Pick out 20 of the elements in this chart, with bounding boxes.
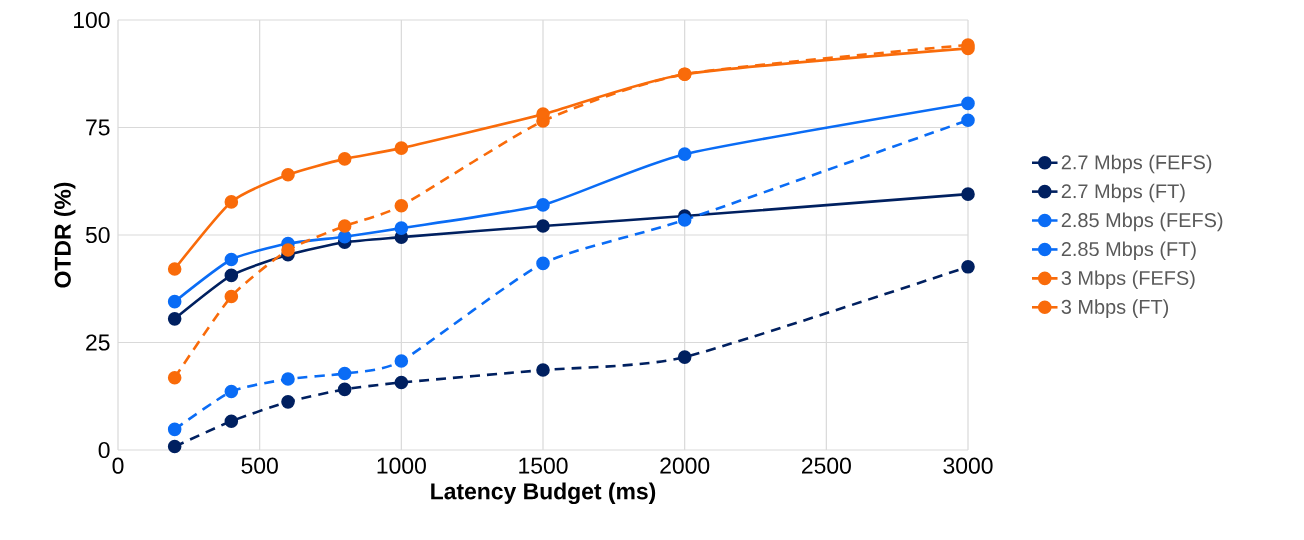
x-tick-label: 500 xyxy=(241,457,278,474)
y-tick-label: 100 xyxy=(74,11,110,29)
legend-label: 2.85 Mbps (FT) xyxy=(1061,241,1196,261)
x-tick-label: 2000 xyxy=(660,457,710,474)
legend-label: 2.85 Mbps (FEFS) xyxy=(1061,212,1223,232)
x-tick-label: 1000 xyxy=(377,457,426,474)
legend-label: 2.7 Mbps (FEFS) xyxy=(1061,154,1212,174)
y-tick-label: 0 xyxy=(98,441,110,459)
x-tick-label: 2500 xyxy=(802,457,851,474)
legend-label: 3 Mbps (FEFS) xyxy=(1061,270,1195,289)
legend-label: 3 Mbps (FT) xyxy=(1061,299,1169,318)
x-tick-label: 1500 xyxy=(519,457,568,474)
y-tick-label: 50 xyxy=(85,226,110,244)
x-tick-label: 0 xyxy=(112,457,124,474)
y-tick-label: 25 xyxy=(86,334,110,351)
y-axis-title: OTDR (%) xyxy=(54,182,76,288)
legend-label: 2.7 Mbps (FT) xyxy=(1061,183,1185,203)
x-axis-title: Latency Budget (ms) xyxy=(431,482,656,505)
y-tick-label: 75 xyxy=(86,119,110,136)
x-tick-label: 3000 xyxy=(943,457,993,474)
